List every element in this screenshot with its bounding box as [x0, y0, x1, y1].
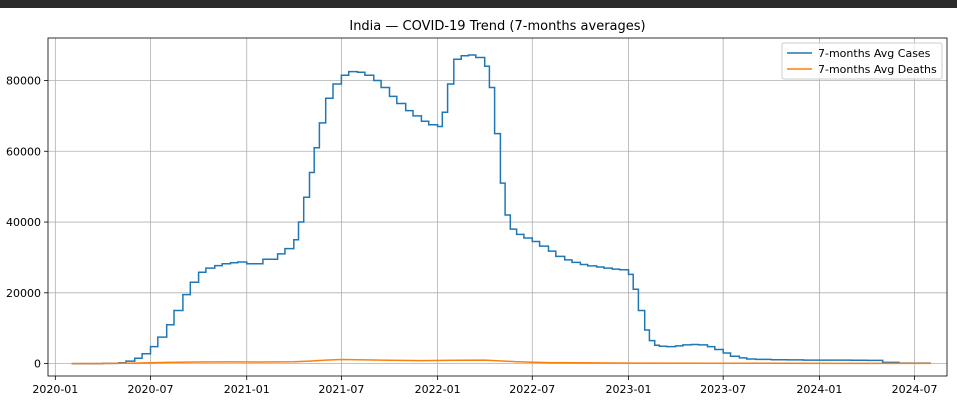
y-axis-ticks: 0 20000 40000 60000 80000 [6, 74, 48, 371]
y-tick-label: 40000 [6, 216, 41, 229]
y-tick-label: 60000 [6, 145, 41, 158]
series-lines [71, 54, 931, 365]
x-tick-label: 2022-01 [415, 383, 461, 396]
x-tick-label: 2021-01 [224, 383, 270, 396]
y-tick-label: 20000 [6, 287, 41, 300]
legend: 7-months Avg Cases 7-months Avg Deaths [781, 42, 943, 80]
x-tick-label: 2023-01 [606, 383, 652, 396]
x-axis-ticks: 2020-01 2020-07 2021-01 2021-07 2022-01 2022-… [32, 376, 938, 396]
x-tick-label: 2020-07 [128, 383, 174, 396]
chart-title: India — COVID-19 Trend (7-months average… [349, 19, 645, 34]
x-tick-label: 2022-07 [509, 383, 555, 396]
window-top-bar [0, 0, 957, 8]
plot-frame [47, 37, 948, 377]
legend-label-cases: 7-months Avg Cases [818, 47, 931, 60]
series-line-deaths [71, 358, 931, 365]
x-tick-label: 2024-01 [796, 383, 842, 396]
series-line-cases [71, 54, 931, 365]
x-tick-label: 2023-07 [700, 383, 746, 396]
plot-background [48, 38, 947, 376]
y-tick-label: 0 [34, 358, 41, 371]
legend-box [781, 42, 943, 80]
x-tick-label: 2021-07 [318, 383, 364, 396]
legend-label-deaths: 7-months Avg Deaths [818, 63, 937, 76]
x-tick-label: 2024-07 [892, 383, 938, 396]
y-tick-label: 80000 [6, 74, 41, 87]
x-tick-label: 2020-01 [32, 383, 78, 396]
